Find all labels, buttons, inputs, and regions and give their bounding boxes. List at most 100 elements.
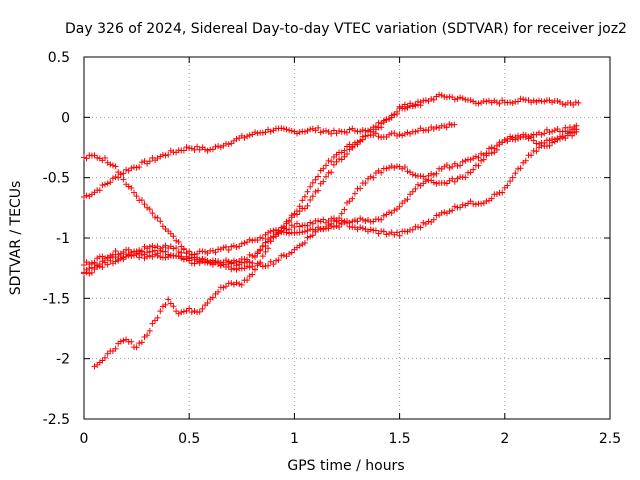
data-point xyxy=(170,303,177,310)
data-point xyxy=(301,128,308,135)
data-point xyxy=(99,258,106,265)
data-point xyxy=(346,126,353,133)
data-point xyxy=(196,308,203,315)
data-point xyxy=(288,249,295,256)
data-point xyxy=(86,265,93,272)
data-point xyxy=(359,127,366,133)
y-tick-label: 0 xyxy=(61,110,70,126)
data-point xyxy=(304,202,311,209)
y-tick-label: -0.5 xyxy=(43,171,70,187)
data-point xyxy=(533,148,540,155)
data-point xyxy=(209,146,216,153)
data-point xyxy=(394,229,400,236)
data-point xyxy=(159,151,166,158)
data-point xyxy=(412,128,419,135)
data-point xyxy=(186,305,193,312)
data-point xyxy=(96,187,103,194)
data-point xyxy=(315,217,322,224)
data-point xyxy=(128,165,135,172)
data-point xyxy=(280,125,287,132)
data-point xyxy=(99,264,106,271)
data-point xyxy=(522,157,529,164)
data-point xyxy=(330,161,337,168)
data-point xyxy=(330,127,337,134)
data-point xyxy=(328,220,335,227)
data-point xyxy=(244,263,251,270)
data-point xyxy=(225,141,232,148)
data-point xyxy=(133,250,140,257)
data-point xyxy=(288,127,295,134)
data-point xyxy=(351,127,358,134)
data-point xyxy=(249,271,256,278)
data-point xyxy=(149,320,156,327)
data-point xyxy=(283,126,290,133)
data-point xyxy=(138,248,145,254)
data-point xyxy=(307,233,314,240)
data-point xyxy=(99,182,106,189)
x-tick-label: 0 xyxy=(80,431,89,447)
data-point xyxy=(83,269,90,276)
data-point xyxy=(504,182,511,189)
data-point xyxy=(341,128,348,135)
data-point xyxy=(367,132,374,139)
data-point xyxy=(259,253,266,260)
data-point xyxy=(104,350,111,357)
data-point xyxy=(443,180,450,187)
data-point xyxy=(102,181,108,188)
data-point xyxy=(330,224,337,230)
data-point xyxy=(309,179,316,186)
data-point xyxy=(215,288,222,295)
data-point xyxy=(507,135,514,142)
data-point xyxy=(462,174,469,181)
data-point xyxy=(341,153,348,160)
data-point xyxy=(499,189,506,196)
data-point xyxy=(346,223,353,230)
data-point xyxy=(425,127,432,134)
data-point xyxy=(128,338,135,345)
data-point xyxy=(246,264,253,271)
data-point xyxy=(530,137,537,144)
chart-title: Day 326 of 2024, Sidereal Day-to-day VTE… xyxy=(65,21,627,37)
data-point xyxy=(141,255,148,262)
data-point xyxy=(572,99,579,106)
data-point xyxy=(328,215,335,222)
data-point xyxy=(315,187,322,194)
data-point xyxy=(533,98,540,105)
data-point xyxy=(204,257,211,264)
y-tick-label: -1.5 xyxy=(43,291,70,307)
data-point xyxy=(204,300,211,306)
data-point xyxy=(180,246,187,253)
data-point xyxy=(278,252,285,259)
data-point xyxy=(401,164,408,170)
data-point xyxy=(359,216,366,223)
data-point xyxy=(233,135,240,142)
data-point xyxy=(123,166,130,173)
data-point xyxy=(123,253,130,260)
data-point xyxy=(278,228,285,235)
data-point xyxy=(391,207,398,214)
data-point xyxy=(451,121,458,128)
data-point xyxy=(346,198,353,205)
y-tick-label: -2.5 xyxy=(43,412,70,428)
data-point xyxy=(501,137,508,144)
data-point xyxy=(180,308,187,315)
data-point xyxy=(149,210,156,217)
data-point xyxy=(154,314,161,321)
data-point xyxy=(112,163,119,170)
data-point xyxy=(107,179,114,186)
series-s6 xyxy=(81,125,580,277)
data-point xyxy=(133,164,140,171)
data-point xyxy=(362,218,369,224)
data-point xyxy=(117,171,124,178)
data-point xyxy=(244,277,251,284)
data-point xyxy=(86,270,93,277)
data-point xyxy=(538,142,545,149)
data-point xyxy=(165,151,172,158)
data-point xyxy=(412,172,419,179)
data-point xyxy=(286,250,293,257)
data-point xyxy=(338,156,345,163)
data-point xyxy=(496,100,503,107)
data-point xyxy=(162,254,169,261)
y-tick-label: -2 xyxy=(56,352,70,368)
data-point xyxy=(246,132,253,139)
